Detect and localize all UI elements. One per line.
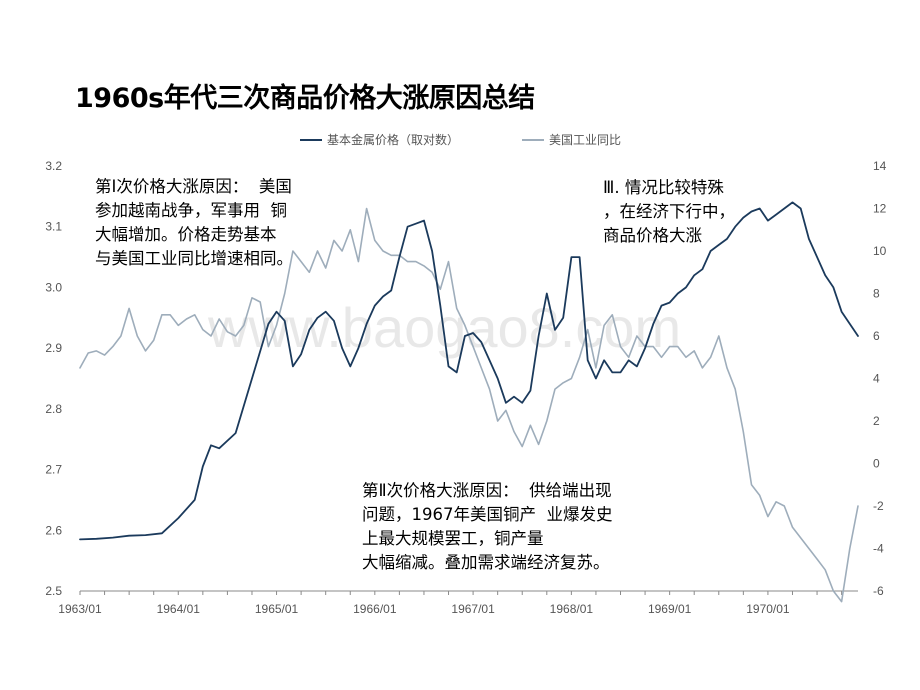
series-line-us-industry <box>79 207 859 603</box>
y-right-tick-label: 10 <box>873 244 887 258</box>
x-tick-label: 1966/01 <box>353 602 397 616</box>
y-right-tick-label: 4 <box>873 372 880 386</box>
x-tick-label: 1967/01 <box>451 602 495 616</box>
x-tick-label: 1963/01 <box>58 602 102 616</box>
legend-swatch-industry <box>522 138 544 141</box>
x-tick-label: 1964/01 <box>157 602 201 616</box>
legend-item-metal: 基本金属价格（取对数） <box>300 131 459 148</box>
legend-label-metal: 基本金属价格（取对数） <box>327 133 460 147</box>
annotation-reason-2: 第Ⅱ次价格大涨原因： 供给端出现 问题，1967年美国铜产 业爆发史 上最大规模… <box>362 481 613 572</box>
y-left-tick-label: 2.9 <box>45 341 62 355</box>
y-left-tick-label: 2.7 <box>45 463 62 477</box>
y-right-tick-label: 0 <box>873 457 880 471</box>
y-right-tick-label: 8 <box>873 287 880 301</box>
y-left-tick-label: 3.1 <box>45 220 62 234</box>
legend-swatch-metal <box>300 138 322 141</box>
x-tick-label: 1968/01 <box>550 602 594 616</box>
x-tick-label: 1965/01 <box>255 602 299 616</box>
y-right-tick-label: -6 <box>873 584 884 598</box>
x-tick-label: 1970/01 <box>746 602 790 616</box>
y-left-tick-label: 2.6 <box>45 523 62 537</box>
y-left-tick-label: 2.5 <box>45 584 62 598</box>
y-right-tick-label: 12 <box>873 202 887 216</box>
y-right-tick-label: 14 <box>873 159 887 173</box>
legend-item-industry: 美国工业同比 <box>522 131 621 148</box>
annotation-reason-1: 第Ⅰ次价格大涨原因： 美国 参加越南战争，军事用 铜 大幅增加。价格走势基本 与… <box>95 177 293 268</box>
y-left-tick-label: 3.2 <box>45 159 62 173</box>
y-right-tick-label: 6 <box>873 329 880 343</box>
series-line-metal-price <box>79 201 859 541</box>
y-right-tick-label: -2 <box>873 499 884 513</box>
annotation-reason-3: Ⅲ. 情况比较特殊 ，在经济下行中， 商品价格大涨 <box>603 178 735 245</box>
y-right-tick-label: 2 <box>873 414 880 428</box>
y-left-tick-label: 2.8 <box>45 402 62 416</box>
x-tick-label: 1969/01 <box>648 602 692 616</box>
y-left-tick-label: 3.0 <box>45 280 62 294</box>
slide-title: 1960s年代三次商品价格大涨原因总结 <box>75 83 535 114</box>
y-right-tick-label: -4 <box>873 542 884 556</box>
legend-label-industry: 美国工业同比 <box>549 133 622 147</box>
